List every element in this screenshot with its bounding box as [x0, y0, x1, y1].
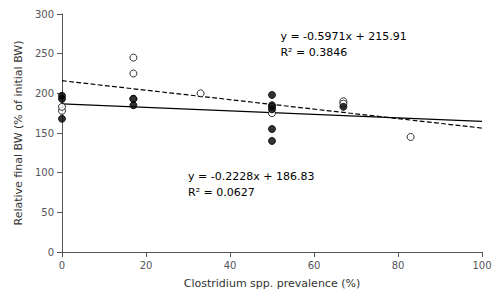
svg-text:200: 200	[35, 88, 54, 99]
svg-text:150: 150	[35, 128, 54, 139]
svg-text:20: 20	[140, 260, 153, 271]
svg-text:y = -0.2228x + 186.83: y = -0.2228x + 186.83	[188, 170, 314, 183]
svg-text:y = -0.5971x + 215.91: y = -0.5971x + 215.91	[280, 30, 406, 43]
svg-text:40: 40	[224, 260, 237, 271]
svg-text:50: 50	[41, 207, 54, 218]
svg-text:Clostridium spp. prevalence (%: Clostridium spp. prevalence (%)	[184, 277, 360, 290]
svg-text:250: 250	[35, 48, 54, 59]
svg-text:300: 300	[35, 9, 54, 20]
svg-text:R² = 0.0627: R² = 0.0627	[188, 186, 255, 199]
svg-text:100: 100	[472, 260, 491, 271]
svg-text:80: 80	[392, 260, 405, 271]
svg-text:R² = 0.3846: R² = 0.3846	[280, 46, 347, 59]
svg-text:60: 60	[308, 260, 321, 271]
svg-text:100: 100	[35, 167, 54, 178]
svg-text:0: 0	[48, 247, 54, 258]
svg-text:Relative final BW (% of initia: Relative final BW (% of initial BW)	[12, 41, 25, 226]
svg-text:0: 0	[59, 260, 65, 271]
